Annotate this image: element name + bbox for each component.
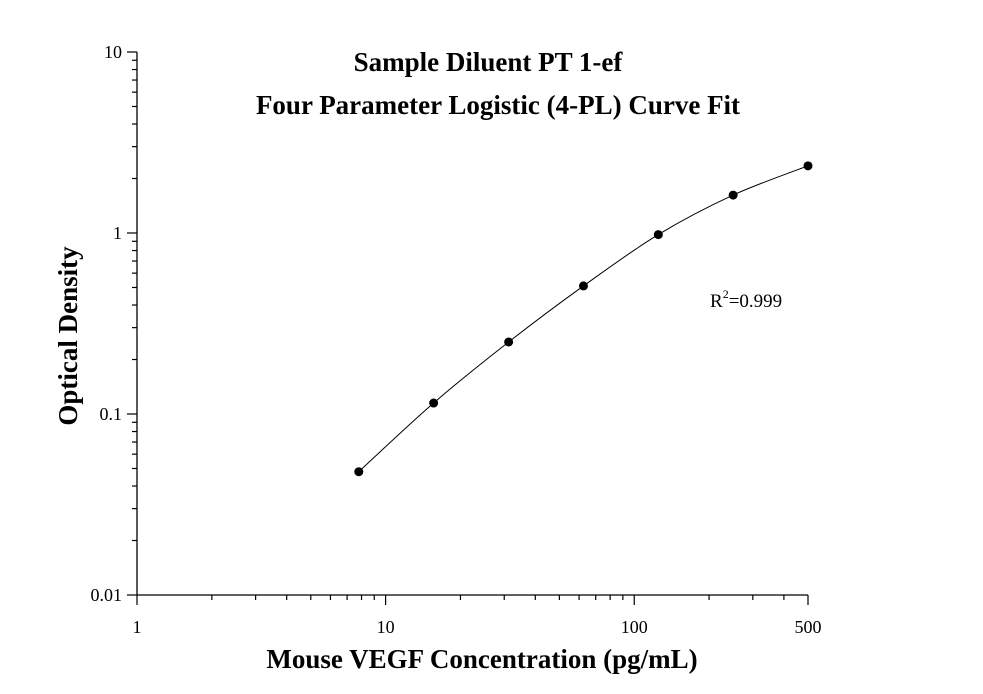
data-point [504, 337, 514, 347]
chart-title-line1: Sample Diluent PT 1-ef [354, 47, 624, 77]
fit-curve [358, 165, 809, 473]
x-tick-label: 10 [377, 617, 395, 637]
axes [136, 52, 808, 596]
y-tick-label: 1 [113, 223, 122, 243]
ticks [127, 51, 809, 605]
data-point [578, 281, 588, 291]
y-tick-label: 0.1 [100, 404, 123, 424]
y-tick-label: 10 [104, 42, 122, 62]
data-point [803, 161, 813, 171]
x-axis-title: Mouse VEGF Concentration (pg/mL) [266, 644, 697, 674]
r-squared-value: =0.999 [729, 291, 782, 312]
data-points [354, 161, 813, 477]
x-tick-label: 1 [133, 617, 142, 637]
y-axis-title: Optical Density [53, 246, 83, 426]
r-squared-superscript: 2 [723, 287, 729, 301]
data-point [728, 190, 738, 200]
tick-labels: 0.01 0.1 1 10 1 10 100 500 [91, 42, 822, 637]
x-tick-label: 500 [795, 617, 822, 637]
data-point [429, 398, 439, 408]
y-tick-label: 0.01 [91, 585, 123, 605]
x-tick-label: 100 [621, 617, 648, 637]
data-point [354, 467, 364, 477]
r-squared-annotation: R2=0.999 [710, 287, 782, 312]
chart-title-line2: Four Parameter Logistic (4-PL) Curve Fit [256, 90, 740, 120]
data-point [653, 230, 663, 240]
r-squared-prefix: R [710, 291, 723, 312]
